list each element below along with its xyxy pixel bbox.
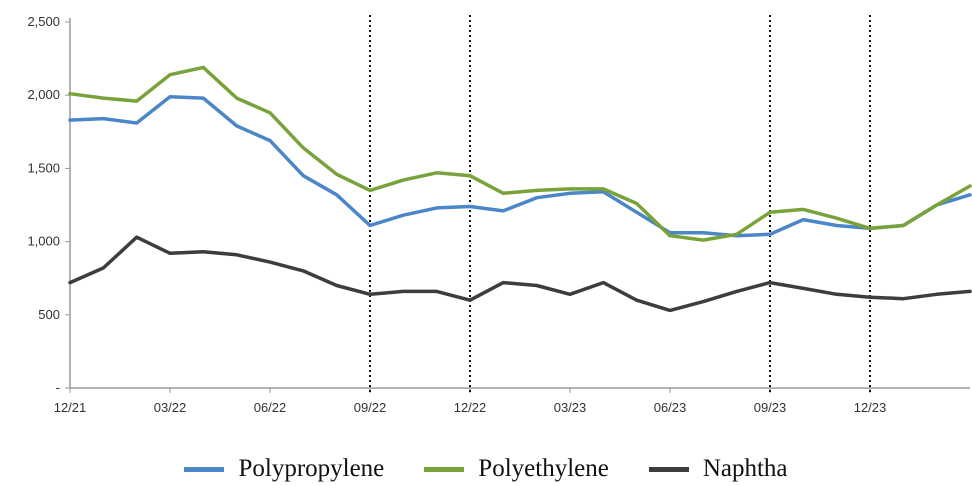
x-tick-label: 03/23 [554,400,587,415]
legend-swatch-polypropylene [184,466,225,472]
x-tick-label: 09/23 [754,400,787,415]
y-tick-label: 2,000 [27,87,60,102]
legend-label-polypropylene: Polypropylene [238,455,385,482]
x-tick-label: 06/22 [254,400,287,415]
series-line-polypropylene [68,94,972,238]
legend-item-naphtha: Naphtha [648,455,788,483]
legend-label-naphtha: Naphtha [702,455,788,482]
y-tick-label: - [56,380,60,395]
legend-label-polyethylene: Polyethylene [478,455,609,482]
x-tick-label: 12/23 [854,400,887,415]
chart-plot: - 500 1,000 1,500 2,000 2,500 12/21 03/22 06/22 0… [27,14,972,415]
y-tick-label: 1,500 [27,160,60,175]
y-tick-label: 500 [38,307,60,322]
y-tick-label: 2,500 [27,14,60,29]
series-line-naphtha [68,235,972,313]
legend-item-polypropylene: Polypropylene [184,455,384,483]
series-line-polyethylene [68,65,972,242]
x-tick-label: 12/21 [54,400,87,415]
x-tick-label: 03/22 [154,400,187,415]
legend-swatch-polyethylene [424,466,465,472]
legend-item-polyethylene: Polyethylene [424,455,609,483]
x-tick-label: 12/22 [454,400,487,415]
y-tick-label: 1,000 [27,234,60,249]
x-tick-label: 09/22 [354,400,387,415]
chart-legend: Polypropylene Polyethylene Naphtha [0,452,972,486]
legend-swatch-naphtha [648,466,689,472]
x-tick-label: 06/23 [654,400,687,415]
